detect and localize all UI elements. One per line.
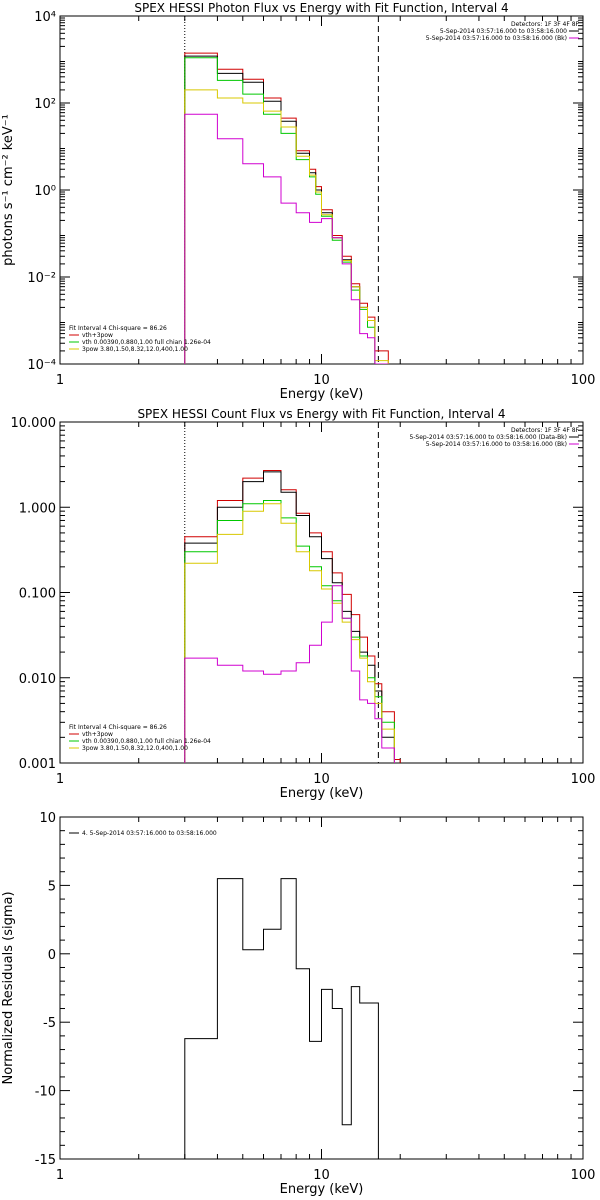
x-axis-label: Energy (keV) [280, 1182, 364, 1197]
legend-header: Detectors: 1F 3F 4F 8F [511, 21, 580, 28]
x-tick-label: 10 [313, 1168, 330, 1183]
series-line-2 [184, 55, 389, 364]
x-tick-label: 100 [571, 772, 596, 787]
plot-area [184, 878, 379, 1159]
legend-top-right: Detectors: 1F 3F 4F 8F5-Sep-2014 03:57:1… [426, 21, 580, 42]
y-tick-label: 10⁻⁴ [27, 358, 56, 373]
series-line-1 [184, 52, 389, 364]
series-line-1 [184, 878, 379, 1159]
chart-panel-3: 1 10 100 10 5 0 -5 -10 -15 Energy (keV) Normalized… [1, 811, 595, 1197]
plot-area [184, 470, 401, 763]
x-axis-label: Energy (keV) [280, 786, 364, 801]
y-axis-label: photons s⁻¹ cm⁻² keV⁻¹ [1, 114, 16, 266]
series-line-5 [184, 585, 395, 763]
legend-header: Detectors: 1F 3F 4F 8F [511, 427, 580, 434]
y-tick-label: 0.010 [19, 672, 56, 687]
legend-entry: 5-Sep-2014 03:57:16.000 to 03:58:16.000 … [409, 434, 567, 441]
y-tick-label: -15 [35, 1153, 56, 1168]
x-tick-label: 10 [313, 772, 330, 787]
series-line-3 [184, 57, 389, 364]
x-tick-label: 100 [571, 373, 596, 388]
legend-entry: 5-Sep-2014 03:57:16.000 to 03:58:16.000 … [426, 441, 567, 448]
y-tick-label: 0 [48, 948, 56, 963]
y-axis-label: Normalized Residuals (sigma) [1, 891, 16, 1084]
x-tick-label: 10 [313, 373, 330, 388]
y-tick-label: -10 [35, 1085, 56, 1100]
plot-frame [59, 816, 584, 1160]
legend-entry: 5-Sep-2014 03:57:16.000 to 03:58:16.000 [440, 28, 567, 35]
y-tick-label: 5 [48, 879, 56, 894]
x-tick-label: 1 [56, 1168, 64, 1183]
y-tick-label: 1.000 [19, 501, 56, 516]
y-tick-label: 10 [39, 811, 56, 826]
legend-entry: 3pow 3.80,1.50,8.32,12.0,400,1.00 [82, 745, 188, 752]
x-tick-label: 1 [56, 772, 64, 787]
legend-header: Fit Interval 4 Chi-square = 86.26 [69, 724, 167, 731]
legend-entry: vth+3pow [82, 332, 113, 339]
chart-panel-1: 1 10 100 10⁴ 10² 10⁰ 10⁻² 10⁻⁴ SPEX HESSI Photon… [1, 1, 595, 402]
y-tick-label: 10⁴ [34, 10, 56, 25]
x-tick-label: 100 [571, 1168, 596, 1183]
legend-entry: 4. 5-Sep-2014 03:57:16.000 to 03:58:16.0… [82, 830, 217, 837]
legend-entry: 5-Sep-2014 03:57:16.000 to 03:58:16.000 … [426, 35, 567, 42]
legend-bottom-left: Fit Interval 4 Chi-square = 86.26vth+3po… [69, 325, 211, 353]
legend-top-left: 4. 5-Sep-2014 03:57:16.000 to 03:58:16.0… [69, 830, 217, 837]
legend-entry: vth 0.00390,0.880,1.00 full chian 1.26e-… [82, 339, 211, 346]
chart-panel-2: 1 10 100 10.000 1.000 0.100 0.010 0.001 SPEX HES… [11, 407, 596, 801]
series-line-2 [184, 471, 395, 763]
legend-entry: vth 0.00390,0.880,1.00 full chian 1.26e-… [82, 738, 211, 745]
legend-bottom-left: Fit Interval 4 Chi-square = 86.26vth+3po… [69, 724, 211, 752]
legend-header: Fit Interval 4 Chi-square = 86.26 [69, 325, 167, 332]
chart-title: SPEX HESSI Photon Flux vs Energy with Fi… [134, 1, 508, 15]
y-tick-label: 10² [34, 97, 56, 112]
legend-top-right: Detectors: 1F 3F 4F 8F5-Sep-2014 03:57:1… [409, 427, 579, 448]
series-line-4 [184, 89, 389, 364]
y-tick-label: -5 [43, 1016, 56, 1031]
y-tick-label: 10⁰ [34, 184, 56, 199]
plot-frame [59, 421, 584, 764]
y-tick-label: 0.100 [19, 587, 56, 602]
legend-entry: vth+3pow [82, 731, 113, 738]
plot-area [184, 52, 389, 364]
x-axis-label: Energy (keV) [280, 387, 364, 402]
y-tick-label: 10.000 [11, 416, 57, 431]
series-line-5 [184, 113, 389, 364]
y-tick-label: 10⁻² [27, 271, 56, 286]
chart-title: SPEX HESSI Count Flux vs Energy with Fit… [137, 407, 505, 421]
y-tick-label: 0.001 [19, 757, 56, 772]
x-tick-label: 1 [56, 373, 64, 388]
legend-entry: 3pow 3.80,1.50,8.32,12.0,400,1.00 [82, 346, 188, 353]
